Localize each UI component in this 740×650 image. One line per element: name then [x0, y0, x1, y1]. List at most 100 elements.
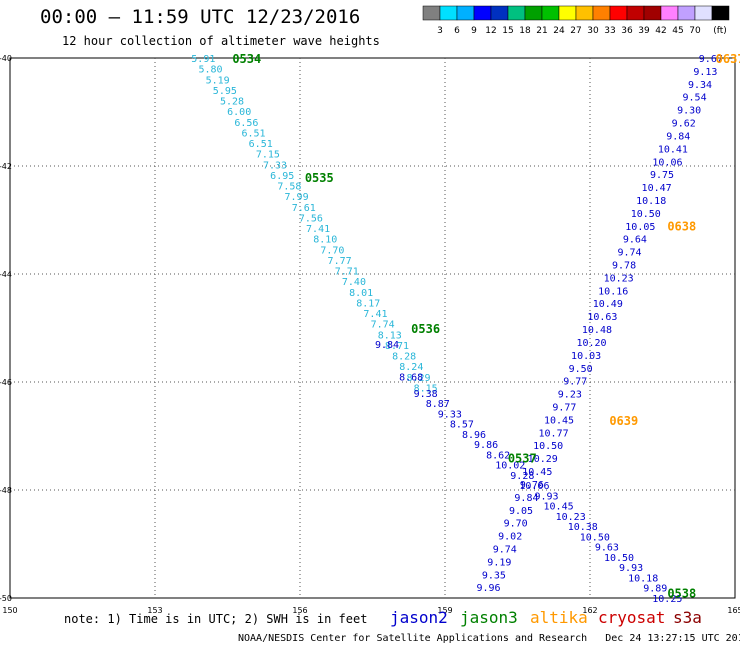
swh-value-jason3: 8.87: [426, 399, 450, 410]
color-scale-label: 3: [437, 26, 443, 36]
swh-value-jason3: 8.62: [486, 450, 510, 461]
color-scale-label: 33: [604, 26, 615, 36]
swh-value-jason3: 6.00: [227, 107, 251, 118]
color-scale-swatch: [694, 5, 713, 21]
color-scale-swatch: [558, 5, 577, 21]
swh-value-jason3: 10.23: [556, 512, 586, 523]
y-tick-label: -40: [0, 54, 12, 63]
swh-value-altika: 9.96: [476, 583, 500, 594]
swh-value-jason3: 8.96: [462, 430, 486, 441]
color-scale-swatch: [524, 5, 543, 21]
color-scale-swatch: [643, 5, 662, 21]
swh-value-jason3: 8.24: [399, 362, 423, 373]
swh-value-altika: 10.23: [604, 273, 634, 284]
time-label: 0538: [667, 587, 696, 601]
color-scale-swatch: [626, 5, 645, 21]
swh-value-altika: 10.50: [631, 209, 661, 220]
color-scale-swatch: [490, 5, 509, 21]
swh-value-jason3: 6.51: [241, 128, 265, 139]
color-scale-swatch: [677, 5, 696, 21]
swh-value-jason3: 10.50: [580, 532, 610, 543]
y-tick-label: -44: [0, 270, 12, 279]
swh-value-jason3: 7.56: [299, 213, 323, 224]
color-scale-label: 15: [502, 26, 513, 36]
swh-value-jason3: 9.28: [510, 471, 534, 482]
x-tick-label: 156: [292, 606, 307, 615]
swh-value-jason3: 7.41: [363, 309, 387, 320]
swh-value-jason3: 6.51: [249, 139, 273, 150]
color-scale-label: 30: [587, 26, 599, 36]
swh-value-jason3: 7.40: [342, 277, 366, 288]
swh-value-jason3: 9.89: [643, 584, 667, 595]
swh-value-altika: 9.84: [514, 493, 538, 504]
time-label: 0639: [609, 414, 638, 428]
color-scale-swatch: [592, 5, 611, 21]
time-label: 0534: [232, 52, 261, 66]
swh-value-jason3: 10.06: [519, 481, 549, 492]
swh-value-jason3: 8.57: [450, 420, 474, 431]
plot-frame: [9, 57, 736, 599]
color-scale-label: 27: [570, 26, 581, 36]
swh-value-jason3: 8.17: [356, 298, 380, 309]
swh-value-jason3: 8.28: [392, 352, 416, 363]
credit-text: NOAA/NESDIS Center for Satellite Applica…: [238, 633, 740, 644]
y-tick-label: -42: [0, 162, 12, 171]
swh-value-jason3: 9.33: [438, 409, 462, 420]
note-text: note: 1) Time is in UTC; 2) SWH is in fe…: [64, 612, 368, 626]
color-scale-swatch: [439, 5, 458, 21]
swh-value-jason3: 5.19: [206, 75, 230, 86]
swh-value-jason3: 8.15: [414, 383, 438, 394]
swh-value-jason3: 8.13: [378, 330, 402, 341]
color-scale-label: 18: [519, 26, 531, 36]
color-scale-label: 9: [471, 26, 477, 36]
y-tick-label: -48: [0, 486, 12, 495]
swh-value-jason3: 7.71: [335, 267, 359, 278]
swh-value-altika: 10.16: [598, 286, 628, 297]
swh-value-altika: 10.77: [539, 428, 569, 439]
swh-value-altika: 9.67: [699, 54, 723, 65]
swh-value-jason3: 8.10: [313, 235, 337, 246]
color-scale-swatch: [660, 5, 679, 21]
swh-value-altika: 9.70: [504, 519, 528, 530]
legend-jason2: jason2: [390, 608, 448, 627]
color-scale-swatch: [507, 5, 526, 21]
swh-value-altika: 9.30: [677, 106, 701, 117]
swh-value-jason3: 10.50: [604, 553, 634, 564]
color-scale-label: 12: [485, 26, 496, 36]
swh-value-altika: 9.75: [650, 170, 674, 181]
swh-value-jason3: 7.70: [320, 245, 344, 256]
x-tick-label: 153: [147, 606, 162, 615]
swh-value-jason3: 7.74: [371, 320, 395, 331]
swh-value-jason3: 9.84: [375, 340, 399, 351]
swh-value-jason3: 6.95: [270, 171, 294, 182]
swh-value-jason3: 10.18: [628, 573, 658, 584]
y-tick-label: -50: [0, 594, 12, 603]
color-scale-label: 45: [672, 26, 683, 36]
swh-value-altika: 10.48: [582, 325, 612, 336]
swh-value-altika: 10.03: [571, 351, 601, 362]
swh-value-altika: 10.45: [544, 415, 574, 426]
swh-value-altika: 9.77: [563, 377, 587, 388]
time-label: 0535: [305, 171, 334, 185]
page-subtitle: 12 hour collection of altimeter wave hei…: [62, 34, 380, 48]
color-scale-swatch: [575, 5, 594, 21]
legend-s3a: s3a: [673, 608, 702, 627]
swh-value-altika: 10.45: [522, 467, 552, 478]
swh-value-altika: 9.19: [487, 557, 511, 568]
swh-value-jason3: 10.25: [652, 594, 682, 605]
swh-value-jason3: 9.63: [595, 543, 619, 554]
color-scale-label: 6: [454, 26, 460, 36]
y-tick-label: -46: [0, 378, 12, 387]
legend-jason3: jason3: [460, 608, 518, 627]
swh-value-altika: 9.02: [498, 532, 522, 543]
swh-value-altika: 10.05: [625, 222, 655, 233]
swh-value-altika: 9.74: [493, 544, 517, 555]
color-scale-swatch: [456, 5, 475, 21]
swh-value-altika: 9.76: [520, 480, 544, 491]
swh-value-altika: 9.78: [612, 261, 636, 272]
swh-value-altika: 9.05: [509, 506, 533, 517]
x-tick-label: 150: [2, 606, 17, 615]
swh-value-altika: 10.06: [652, 157, 682, 168]
color-scale-swatch: [422, 5, 441, 21]
swh-value-jason3: 10.38: [568, 522, 598, 533]
